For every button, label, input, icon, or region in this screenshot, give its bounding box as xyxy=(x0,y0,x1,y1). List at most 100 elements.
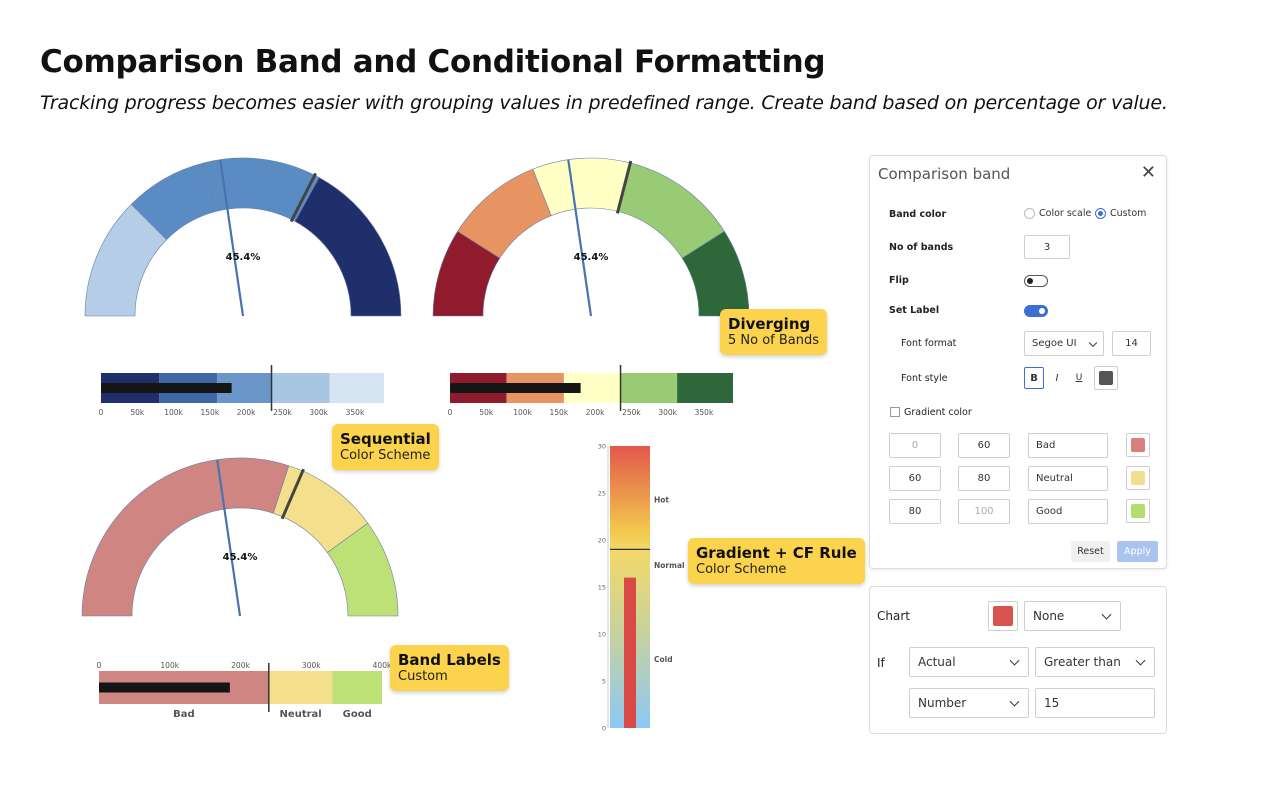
operator-value: Greater than xyxy=(1044,655,1121,669)
font-size-input[interactable]: 14 xyxy=(1112,331,1151,356)
bullet-tick-label: 0 xyxy=(99,408,104,417)
bullet-tick-label: 100k xyxy=(513,408,532,417)
radio-custom[interactable]: Custom xyxy=(1095,208,1146,219)
reset-button[interactable]: Reset xyxy=(1071,541,1110,562)
chevron-down-icon xyxy=(1088,338,1098,347)
bullet-tick-label: 150k xyxy=(201,408,220,417)
thermo-tick-label: 15 xyxy=(598,584,606,592)
band-row-3-label[interactable]: Good xyxy=(1028,499,1108,524)
callout-sequential-sub: Color Scheme xyxy=(340,448,431,463)
bullet-band-label: Neutral xyxy=(280,709,322,720)
gauge-target-marker xyxy=(280,468,305,520)
bullet-tick-label: 100k xyxy=(164,408,183,417)
bullet-tick-label: 250k xyxy=(273,408,292,417)
band-row-1-to[interactable]: 60 xyxy=(958,433,1010,458)
chart-rule-select[interactable]: None xyxy=(1024,601,1121,631)
bold-button[interactable]: B xyxy=(1024,367,1044,389)
chart-color-swatch xyxy=(993,606,1013,626)
value-type-select[interactable]: Number xyxy=(909,688,1029,718)
gauge-target-marker xyxy=(289,172,317,223)
font-color-swatch xyxy=(1099,371,1113,385)
thermo-tick-label: 20 xyxy=(598,537,606,545)
band-row-2-label[interactable]: Neutral xyxy=(1028,466,1108,491)
italic-button[interactable]: I xyxy=(1055,372,1059,384)
gauge-value-label: 45.4% xyxy=(226,252,261,263)
bullet-band xyxy=(677,373,733,403)
font-family-select[interactable]: Segoe UI xyxy=(1024,331,1104,356)
bullet-tick-label: 100k xyxy=(160,661,179,670)
bullet-band xyxy=(329,373,384,403)
bullet-tick-label: 300k xyxy=(309,408,328,417)
band-row-2-color-picker[interactable] xyxy=(1126,466,1150,490)
thermo-chart: 30 25 20 15 10 5 0 Hot Normal Cold xyxy=(598,443,685,733)
gradient-label: Gradient color xyxy=(904,407,972,418)
chevron-down-icon xyxy=(1009,696,1020,707)
bullet-tick-label: 0 xyxy=(97,661,102,670)
flip-toggle[interactable] xyxy=(1024,275,1048,287)
bullet-tick-label: 150k xyxy=(550,408,569,417)
bullet-tick-label: 400k xyxy=(373,661,392,670)
font-style-label: Font style xyxy=(901,373,948,384)
radio-dot-selected-icon xyxy=(1095,208,1106,219)
thermo-zone-label: Hot xyxy=(654,495,669,504)
chart-label: Chart xyxy=(877,609,910,623)
bullet-actual-bar xyxy=(99,682,230,693)
gradient-checkbox[interactable] xyxy=(890,407,900,417)
bullet-tick-label: 0 xyxy=(448,408,453,417)
radio-color-scale[interactable]: Color scale xyxy=(1024,208,1091,219)
callout-band-labels: Band Labels Custom xyxy=(390,645,509,691)
thermo-zone-label: Cold xyxy=(654,655,673,664)
font-color-picker[interactable] xyxy=(1094,366,1118,390)
radio-dot-icon xyxy=(1024,208,1035,219)
set-label-label: Set Label xyxy=(889,305,940,316)
gauge-band xyxy=(326,522,399,617)
gauge-band xyxy=(294,177,402,317)
bullet-tick-label: 300k xyxy=(658,408,677,417)
close-icon[interactable]: ✕ xyxy=(1140,162,1156,183)
underline-button[interactable]: U xyxy=(1075,373,1083,383)
callout-diverging-title: Diverging xyxy=(728,315,811,333)
bullet-tick-label: 200k xyxy=(231,661,250,670)
bullet-sequential-bullet: 0 50k 100k 150k 200k 250k 300k 350k xyxy=(99,365,384,417)
callout-gradient-sub: Color Scheme xyxy=(696,562,787,577)
chevron-down-icon xyxy=(1135,655,1146,666)
band-row-3-color-picker[interactable] xyxy=(1126,499,1150,523)
gauge-needle xyxy=(216,459,242,617)
bullet-tick-label: 200k xyxy=(586,408,605,417)
bullet-diverging-bullet: 0 50k 100k 150k 200k 250k 300k 350k xyxy=(448,365,733,417)
set-label-toggle[interactable] xyxy=(1024,305,1048,317)
band-row-1-from[interactable]: 0 xyxy=(889,433,941,458)
bullet-tick-label: 250k xyxy=(622,408,641,417)
gauge-sequential: 45.4% xyxy=(84,157,402,317)
bullet-tick-label: 350k xyxy=(346,408,365,417)
operator-select[interactable]: Greater than xyxy=(1035,647,1155,677)
rule-value-input[interactable]: 15 xyxy=(1035,688,1155,718)
field-select[interactable]: Actual xyxy=(909,647,1029,677)
band-row-3-from[interactable]: 80 xyxy=(889,499,941,524)
band-row-1-color-swatch xyxy=(1131,438,1145,452)
bullet-band xyxy=(620,373,678,403)
no-bands-input[interactable]: 3 xyxy=(1024,235,1070,259)
thermo-zone-label: Normal xyxy=(654,561,685,570)
bullet-band xyxy=(271,373,330,403)
band-row-1-color-picker[interactable] xyxy=(1126,433,1150,457)
chevron-down-icon xyxy=(1101,609,1112,620)
gauge-target-marker xyxy=(615,160,633,214)
bullet-band-label: Good xyxy=(343,709,372,720)
bullet-labels-bullet: Bad Neutral Good 0 100k 200k 300k 400k xyxy=(97,661,392,720)
thermo-value-bar xyxy=(624,577,636,728)
band-row-3-to[interactable]: 100 xyxy=(958,499,1010,524)
band-row-2-to[interactable]: 80 xyxy=(958,466,1010,491)
font-format-label: Font format xyxy=(901,338,957,349)
chart-color-picker[interactable] xyxy=(988,601,1018,631)
bullet-tick-label: 200k xyxy=(237,408,256,417)
bullet-actual-bar xyxy=(450,383,581,393)
callout-diverging: Diverging 5 No of Bands xyxy=(720,309,828,355)
gauge-band xyxy=(81,457,290,617)
gauge-needle xyxy=(219,159,245,317)
band-row-2-from[interactable]: 60 xyxy=(889,466,941,491)
flip-label: Flip xyxy=(889,275,909,286)
chevron-down-icon xyxy=(1009,655,1020,666)
apply-button[interactable]: Apply xyxy=(1117,541,1158,562)
band-row-1-label[interactable]: Bad xyxy=(1028,433,1108,458)
